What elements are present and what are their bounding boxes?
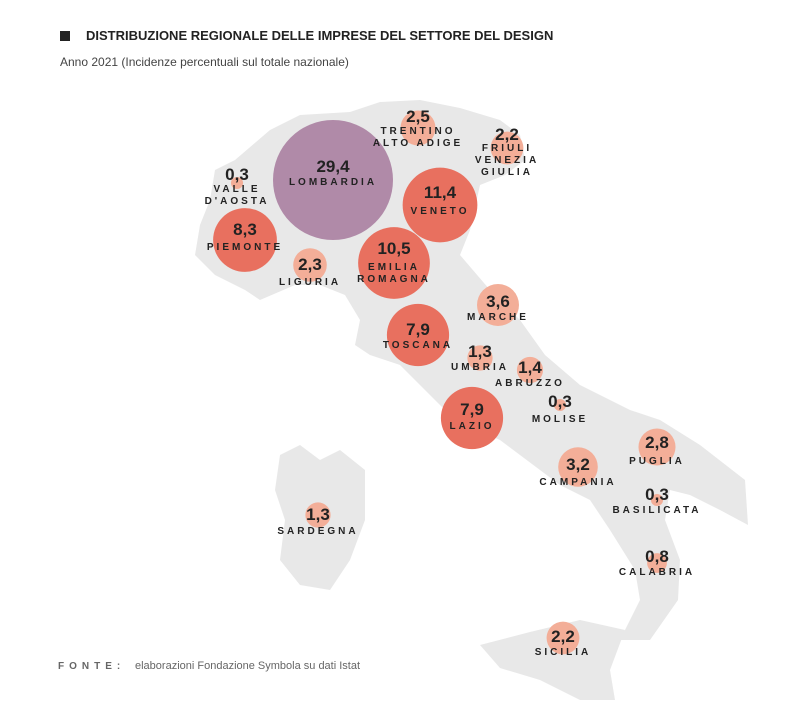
value-label: 3,2 <box>566 455 590 474</box>
bubble <box>647 553 667 573</box>
bubble <box>273 120 393 240</box>
bubble <box>400 110 436 146</box>
value-label: 1,3 <box>306 505 330 524</box>
region-label: TRENTINO ALTO ADIGE <box>372 126 464 149</box>
region-label: CALABRIA <box>618 567 696 578</box>
region-label: SICILIA <box>534 647 592 658</box>
value-label: 1,3 <box>468 342 492 361</box>
region-label: EMILIA ROMAGNA <box>357 262 431 285</box>
region-label: LIGURIA <box>278 277 342 288</box>
bubble <box>305 502 331 528</box>
bubble <box>230 176 244 190</box>
value-label: 7,9 <box>406 320 430 339</box>
bubble <box>516 356 544 384</box>
region-label: LAZIO <box>449 421 495 432</box>
region-label: CAMPANIA <box>539 477 617 488</box>
value-label: 11,4 <box>423 183 457 202</box>
value-label: 0,3 <box>548 392 572 411</box>
value-label: 2,5 <box>406 107 430 126</box>
region-label: PIEMONTE <box>206 242 284 253</box>
bubble <box>490 131 524 165</box>
bubble <box>386 303 450 367</box>
region-label: FRIULI VENEZIA GIULIA <box>474 143 540 178</box>
bubble <box>293 248 327 282</box>
bubble <box>546 621 580 655</box>
bubble <box>558 447 598 487</box>
region-label: BASILICATA <box>612 505 702 516</box>
source: elaborazioni Fondazione Symbola su dati … <box>135 660 361 672</box>
bubble <box>213 208 277 272</box>
sicily <box>480 620 625 700</box>
value-label: 29,4 <box>316 157 350 176</box>
bubble <box>477 284 519 326</box>
value-label: 1,4 <box>518 358 542 377</box>
region-label: VENETO <box>410 206 470 217</box>
value-label: 8,3 <box>233 220 257 239</box>
region-label: LOMBARDIA <box>288 177 378 188</box>
chart-subtitle: Anno 2021 (Incidenze percentuali sul tot… <box>60 55 349 69</box>
region-label: MOLISE <box>531 414 589 425</box>
value-label: 2,3 <box>298 255 322 274</box>
value-label: 0,3 <box>645 485 669 504</box>
region-label: VALLE D'AOSTA <box>204 184 270 207</box>
region-label: SARDEGNA <box>277 526 359 537</box>
value-label: 2,2 <box>495 125 519 144</box>
value-label: 10,5 <box>377 239 411 258</box>
bubble <box>638 428 676 466</box>
value-label: 3,6 <box>486 292 510 311</box>
source-label: FONTE: <box>58 661 126 672</box>
region-label: ABRUZZO <box>495 378 565 389</box>
bubble <box>467 345 493 371</box>
bubble <box>650 493 664 507</box>
bubble <box>402 167 478 243</box>
region-label: TOSCANA <box>382 340 454 351</box>
region-label: UMBRIA <box>451 362 509 373</box>
value-label: 0,8 <box>645 547 669 566</box>
value-label: 2,2 <box>551 627 575 646</box>
value-label: 7,9 <box>460 400 484 419</box>
region-label: MARCHE <box>467 312 529 323</box>
value-label: 0,3 <box>225 165 249 184</box>
region-label: PUGLIA <box>629 456 685 467</box>
title-marker <box>60 31 70 41</box>
chart-title: DISTRIBUZIONE REGIONALE DELLE IMPRESE DE… <box>86 28 554 43</box>
bubble <box>440 386 504 450</box>
value-label: 2,8 <box>645 433 669 452</box>
bubble <box>553 398 567 412</box>
bubble <box>358 227 430 299</box>
